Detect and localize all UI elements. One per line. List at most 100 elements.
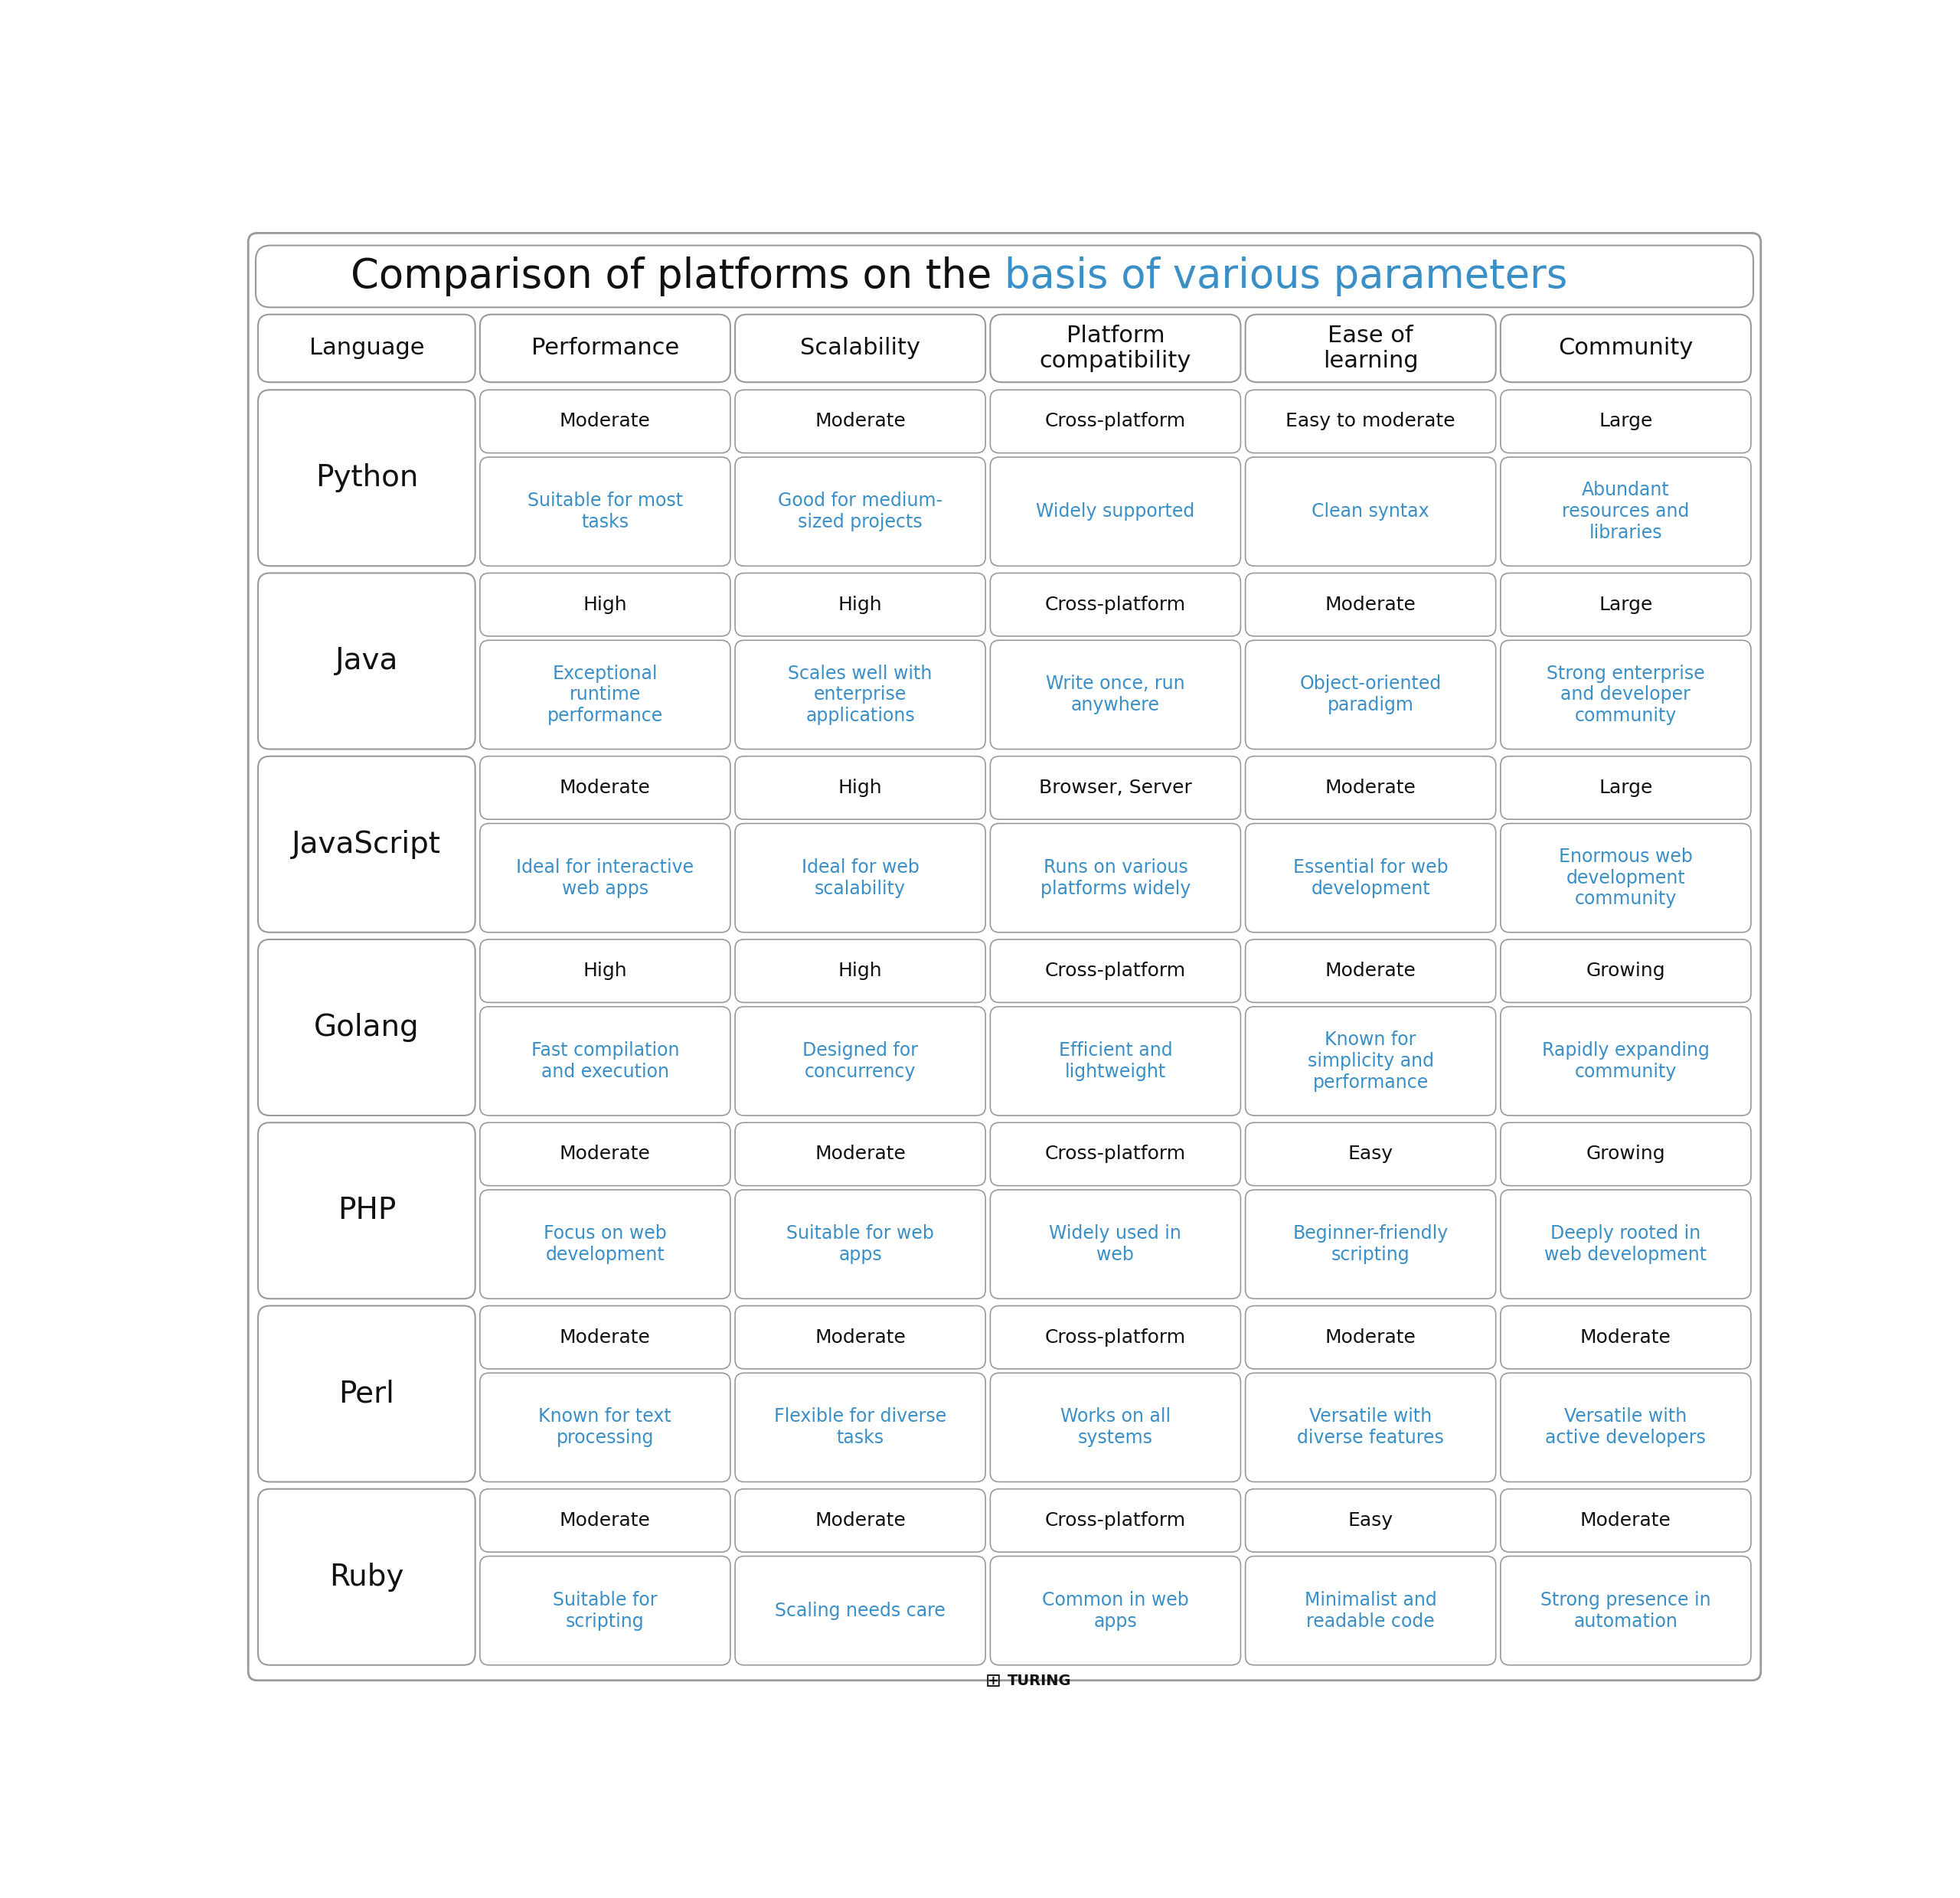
Text: Known for text
processing: Known for text processing: [539, 1408, 672, 1448]
FancyBboxPatch shape: [1245, 940, 1495, 1002]
Text: High: High: [582, 596, 627, 613]
Text: Easy to moderate: Easy to moderate: [1286, 412, 1456, 431]
FancyBboxPatch shape: [990, 1488, 1241, 1553]
Text: Moderate: Moderate: [815, 1511, 906, 1530]
FancyBboxPatch shape: [735, 1556, 986, 1665]
Text: Ease of
learning: Ease of learning: [1323, 325, 1419, 372]
Text: Platform
compatibility: Platform compatibility: [1039, 325, 1192, 372]
Text: Fast compilation
and execution: Fast compilation and execution: [531, 1042, 680, 1080]
Text: Strong presence in
automation: Strong presence in automation: [1541, 1591, 1711, 1630]
Text: Cross-platform: Cross-platform: [1045, 1144, 1186, 1163]
Text: Large: Large: [1599, 412, 1652, 431]
FancyBboxPatch shape: [990, 573, 1241, 636]
Text: Python: Python: [316, 463, 417, 492]
Text: Ideal for interactive
web apps: Ideal for interactive web apps: [515, 858, 694, 898]
Text: Java: Java: [335, 647, 398, 676]
FancyBboxPatch shape: [480, 1006, 731, 1116]
FancyBboxPatch shape: [990, 1190, 1241, 1298]
Text: Cross-platform: Cross-platform: [1045, 962, 1186, 979]
FancyBboxPatch shape: [990, 1556, 1241, 1665]
FancyBboxPatch shape: [259, 1306, 474, 1482]
Text: Easy: Easy: [1348, 1511, 1394, 1530]
FancyBboxPatch shape: [990, 315, 1241, 381]
FancyBboxPatch shape: [990, 1122, 1241, 1186]
FancyBboxPatch shape: [1245, 755, 1495, 820]
FancyBboxPatch shape: [990, 940, 1241, 1002]
FancyBboxPatch shape: [1501, 940, 1750, 1002]
Text: Versatile with
diverse features: Versatile with diverse features: [1298, 1408, 1445, 1448]
Text: Good for medium-
sized projects: Good for medium- sized projects: [778, 492, 943, 531]
FancyBboxPatch shape: [480, 1488, 731, 1553]
FancyBboxPatch shape: [990, 1006, 1241, 1116]
FancyBboxPatch shape: [735, 315, 986, 381]
FancyBboxPatch shape: [480, 1556, 731, 1665]
Text: Moderate: Moderate: [1325, 596, 1415, 613]
Text: Cross-platform: Cross-platform: [1045, 596, 1186, 613]
FancyBboxPatch shape: [735, 1190, 986, 1298]
Text: Versatile with
active developers: Versatile with active developers: [1544, 1408, 1705, 1448]
Text: Flexible for diverse
tasks: Flexible for diverse tasks: [774, 1408, 947, 1448]
Text: Moderate: Moderate: [1325, 1329, 1415, 1346]
FancyBboxPatch shape: [735, 1122, 986, 1186]
FancyBboxPatch shape: [735, 640, 986, 750]
FancyBboxPatch shape: [255, 245, 1754, 307]
FancyBboxPatch shape: [990, 1306, 1241, 1368]
FancyBboxPatch shape: [735, 1306, 986, 1368]
FancyBboxPatch shape: [990, 824, 1241, 932]
Text: Moderate: Moderate: [561, 778, 651, 797]
Text: Abundant
resources and
libraries: Abundant resources and libraries: [1562, 480, 1690, 543]
FancyBboxPatch shape: [480, 940, 731, 1002]
Text: Perl: Perl: [339, 1380, 394, 1408]
Text: Moderate: Moderate: [561, 1144, 651, 1163]
FancyBboxPatch shape: [480, 457, 731, 566]
Text: High: High: [839, 596, 882, 613]
Text: Ideal for web
scalability: Ideal for web scalability: [802, 858, 919, 898]
Text: High: High: [839, 962, 882, 979]
FancyBboxPatch shape: [1245, 1488, 1495, 1553]
FancyBboxPatch shape: [1501, 389, 1750, 454]
Text: Minimalist and
readable code: Minimalist and readable code: [1305, 1591, 1437, 1630]
Text: Scalability: Scalability: [800, 338, 921, 359]
FancyBboxPatch shape: [1245, 457, 1495, 566]
FancyBboxPatch shape: [259, 940, 474, 1116]
FancyBboxPatch shape: [1245, 824, 1495, 932]
FancyBboxPatch shape: [735, 389, 986, 454]
FancyBboxPatch shape: [990, 389, 1241, 454]
FancyBboxPatch shape: [1245, 1190, 1495, 1298]
Text: Suitable for
scripting: Suitable for scripting: [553, 1591, 657, 1630]
FancyBboxPatch shape: [990, 457, 1241, 566]
FancyBboxPatch shape: [480, 573, 731, 636]
Text: Works on all
systems: Works on all systems: [1060, 1408, 1170, 1448]
FancyBboxPatch shape: [1245, 389, 1495, 454]
FancyBboxPatch shape: [1501, 457, 1750, 566]
Text: Designed for
concurrency: Designed for concurrency: [802, 1042, 917, 1080]
Text: ⊞: ⊞: [986, 1672, 1002, 1691]
Text: Suitable for web
apps: Suitable for web apps: [786, 1224, 935, 1264]
Text: Widely used in
web: Widely used in web: [1049, 1224, 1182, 1264]
FancyBboxPatch shape: [990, 1372, 1241, 1482]
Text: Cross-platform: Cross-platform: [1045, 1511, 1186, 1530]
FancyBboxPatch shape: [480, 1372, 731, 1482]
Text: Object-oriented
paradigm: Object-oriented paradigm: [1299, 676, 1441, 714]
FancyBboxPatch shape: [1245, 640, 1495, 750]
FancyBboxPatch shape: [990, 755, 1241, 820]
Text: Clean syntax: Clean syntax: [1311, 503, 1429, 520]
Text: Moderate: Moderate: [815, 412, 906, 431]
Text: Strong enterprise
and developer
community: Strong enterprise and developer communit…: [1546, 664, 1705, 725]
FancyBboxPatch shape: [259, 1488, 474, 1665]
Text: Essential for web
development: Essential for web development: [1294, 858, 1448, 898]
FancyBboxPatch shape: [1501, 640, 1750, 750]
FancyBboxPatch shape: [735, 457, 986, 566]
Text: Focus on web
development: Focus on web development: [543, 1224, 666, 1264]
Text: Exceptional
runtime
performance: Exceptional runtime performance: [547, 664, 662, 725]
FancyBboxPatch shape: [480, 640, 731, 750]
FancyBboxPatch shape: [1245, 1006, 1495, 1116]
FancyBboxPatch shape: [735, 755, 986, 820]
Text: High: High: [839, 778, 882, 797]
FancyBboxPatch shape: [259, 315, 474, 381]
FancyBboxPatch shape: [1245, 1372, 1495, 1482]
FancyBboxPatch shape: [1501, 573, 1750, 636]
Text: Suitable for most
tasks: Suitable for most tasks: [527, 492, 682, 531]
Text: Scaling needs care: Scaling needs care: [774, 1602, 945, 1619]
FancyBboxPatch shape: [1245, 1122, 1495, 1186]
